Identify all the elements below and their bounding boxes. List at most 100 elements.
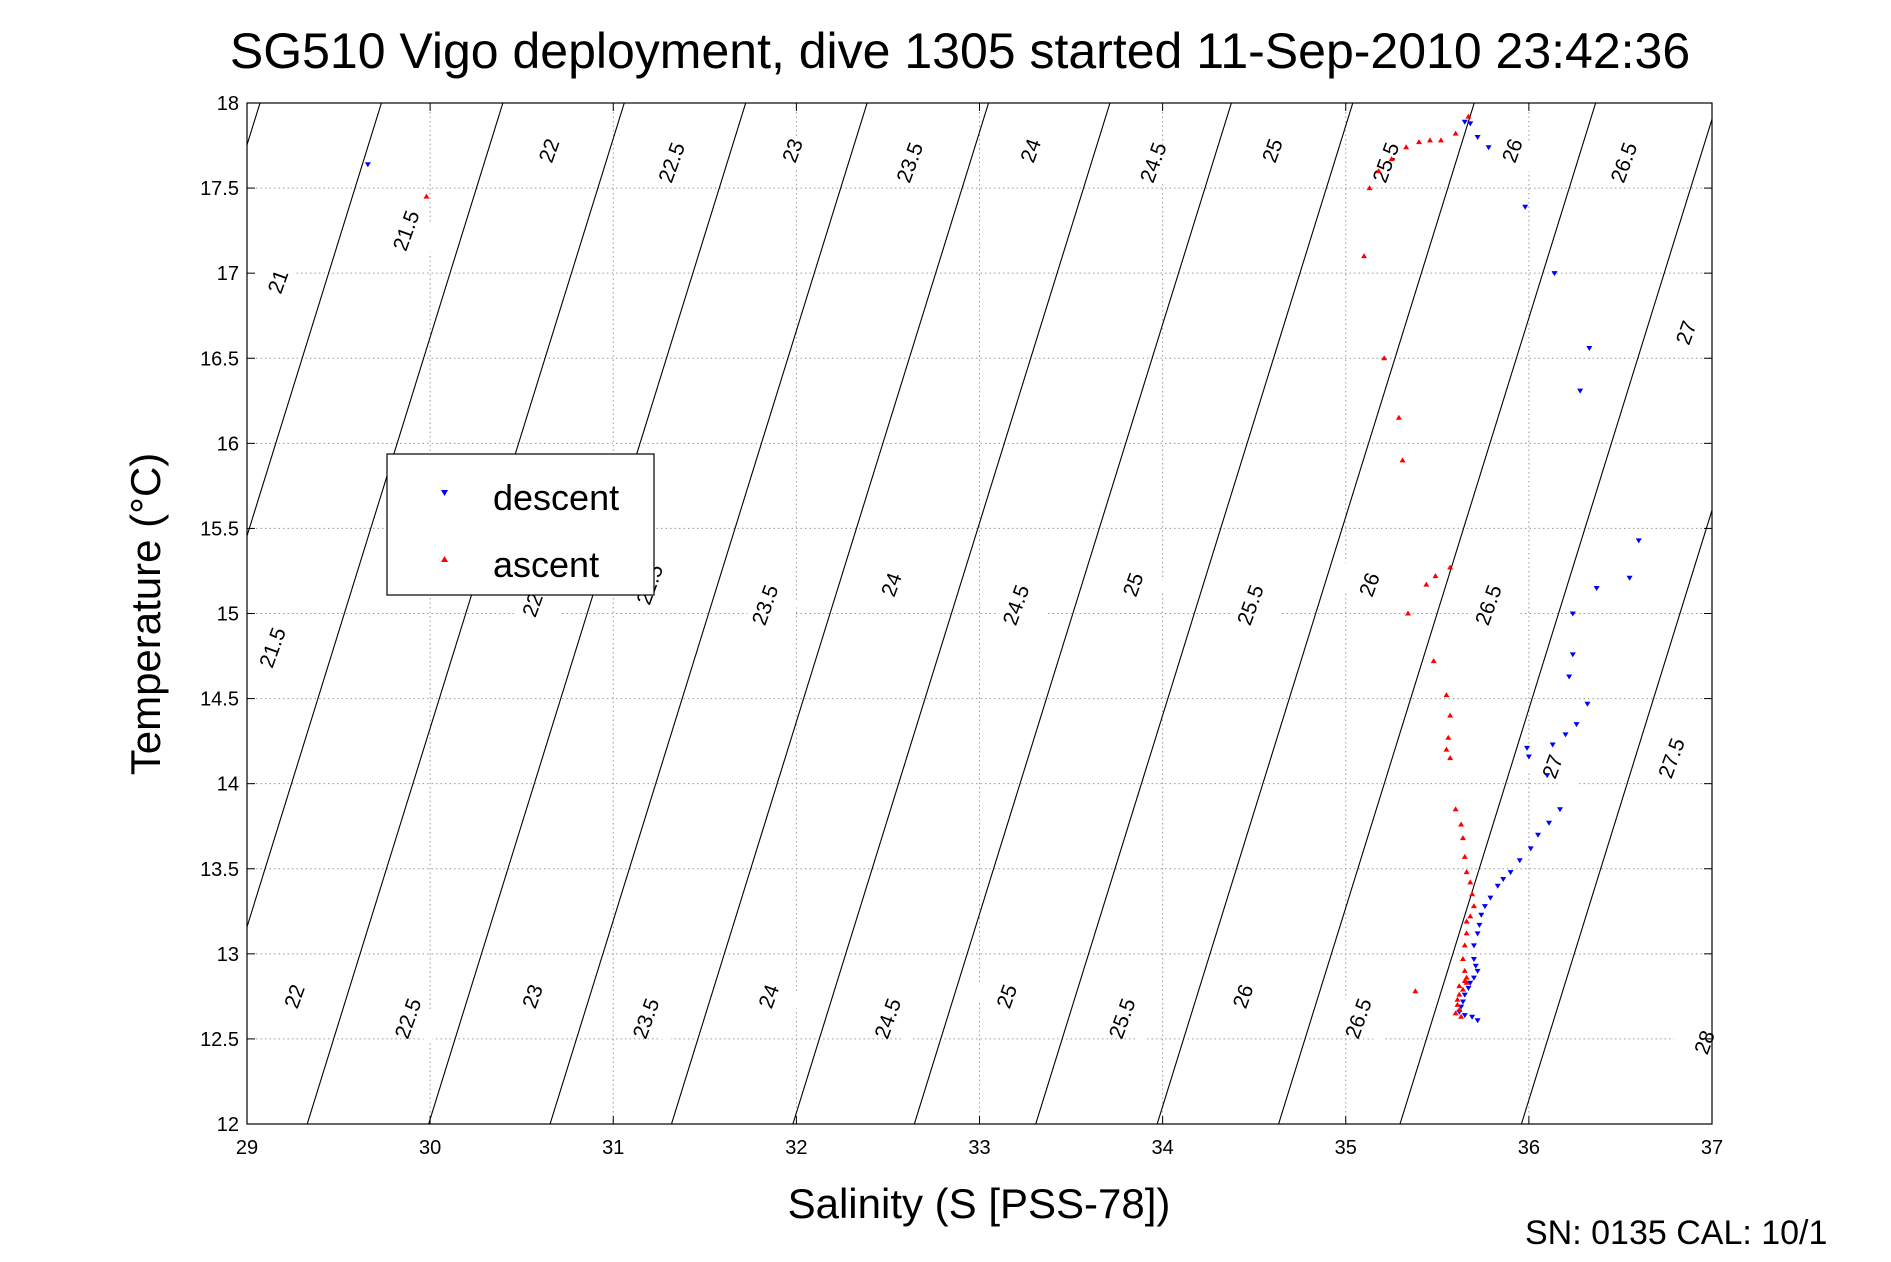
y-tick-label-1: 12.5 — [200, 1029, 239, 1051]
x-axis-title: Salinity (S [PSS-78]) — [788, 1180, 1171, 1227]
contour-label-bg — [1210, 972, 1277, 1020]
descent-point-34 — [1474, 931, 1481, 937]
isopycnal-line-24.5 — [549, 103, 868, 1124]
ascent-point-11 — [1381, 355, 1388, 361]
descent-point-32 — [1478, 912, 1485, 918]
contour-label-bg — [1591, 139, 1658, 186]
descent-point-18 — [1549, 742, 1556, 748]
ascent-point-18 — [1430, 658, 1437, 664]
contour-label-bg — [261, 972, 328, 1020]
ascent-point-27 — [1461, 853, 1468, 859]
ascent-point-14 — [1447, 564, 1454, 570]
ascent-point-37 — [1461, 967, 1468, 973]
ascent-point-42 — [1454, 996, 1461, 1002]
descent-point-11 — [1593, 585, 1600, 591]
ascent-point-46 — [1458, 1013, 1465, 1019]
descent-point-1 — [1461, 119, 1468, 125]
descent-point-16 — [1573, 722, 1580, 728]
ascent-point-23 — [1447, 755, 1454, 761]
ascent-point-30 — [1469, 891, 1476, 897]
ascent-point-43 — [1454, 1001, 1461, 1007]
isopycnal-line-26.5 — [1035, 103, 1354, 1124]
ascent-point-7 — [1388, 156, 1395, 162]
ascent-point-32 — [1467, 913, 1474, 919]
ascent-point-9 — [1366, 185, 1373, 191]
contour-label-bg — [516, 127, 583, 175]
contour-label-bg — [1519, 743, 1586, 791]
ascent-point-40 — [1459, 986, 1466, 992]
ascent-point-0 — [423, 193, 430, 199]
y-tick-label-3: 13.5 — [200, 859, 239, 881]
isopycnal-line-28.5 — [1520, 508, 1712, 1124]
descent-point-8 — [1577, 388, 1584, 394]
ascent-point-47 — [1456, 983, 1463, 989]
descent-point-9 — [1635, 538, 1642, 544]
ascent-point-20 — [1447, 712, 1454, 718]
x-tick-label-1: 30 — [419, 1137, 441, 1159]
isopycnal-line-22.5 — [247, 103, 383, 538]
isopycnal-line-25.5 — [792, 103, 1111, 1124]
isopycnal-line-26 — [913, 103, 1232, 1124]
legend-marker-ascent — [441, 556, 448, 562]
descent-point-26 — [1516, 858, 1523, 864]
descent-point-5 — [1522, 204, 1529, 210]
legend: descent ascent — [386, 453, 655, 596]
contour-label-bg — [1353, 139, 1420, 186]
descent-point-40 — [1467, 980, 1474, 986]
y-tick-label-8: 16 — [217, 433, 239, 455]
legend-label-descent: descent — [493, 477, 619, 518]
contour-label-bg — [1638, 734, 1705, 782]
contour-label-bg — [613, 995, 680, 1042]
descent-point-36 — [1470, 956, 1477, 962]
ascent-point-35 — [1461, 942, 1468, 948]
contour-label-bg — [1479, 127, 1546, 175]
y-axis-title: Temperature (°C) — [122, 453, 169, 776]
descent-point-28 — [1500, 876, 1507, 882]
isopycnal-line-24 — [428, 103, 747, 1124]
isopycnal-line-28 — [1399, 117, 1712, 1124]
x-tick-label-2: 31 — [602, 1137, 624, 1159]
legend-label-ascent: ascent — [493, 544, 599, 585]
ascent-point-3 — [1437, 137, 1444, 143]
contour-label-bg — [1217, 581, 1284, 629]
axis-ticks: 29 30 31 32 33 34 35 36 37 12 12.5 13 13.5 14 14.5 15 15… — [200, 93, 1723, 1159]
descent-point-20 — [1525, 754, 1532, 760]
contour-label-bg — [1089, 995, 1156, 1042]
descent-point-10 — [1626, 575, 1633, 581]
contour-label-bg — [1325, 995, 1392, 1042]
ascent-point-28 — [1463, 869, 1470, 875]
isopycnal-line-23 — [247, 103, 504, 929]
ascent-point-19 — [1443, 692, 1450, 698]
ascent-point-45 — [1452, 1010, 1459, 1016]
ascent-point-24 — [1452, 806, 1459, 812]
contour-label-bg — [239, 624, 306, 671]
isopycnal-line-21 — [0, 0, 70, 1262]
descent-point-15 — [1584, 701, 1591, 707]
isopycnal-line-25 — [670, 103, 990, 1124]
descent-point-14 — [1566, 674, 1573, 680]
contour-label-bg — [245, 258, 312, 306]
descent-point-30 — [1487, 895, 1494, 901]
contour-label-bg — [854, 995, 921, 1042]
y-tick-label-2: 13 — [217, 944, 239, 966]
contour-label-bg — [1100, 561, 1167, 608]
descent-point-7 — [1586, 346, 1593, 352]
x-tick-label-0: 29 — [236, 1137, 258, 1159]
chart-title: SG510 Vigo deployment, dive 1305 started… — [230, 23, 1690, 79]
descent-point-47 — [1469, 1014, 1476, 1020]
contour-label-bg — [973, 972, 1040, 1020]
ascent-point-10 — [1361, 253, 1368, 259]
x-tick-label-5: 34 — [1152, 1137, 1174, 1159]
descent-point-38 — [1474, 968, 1481, 974]
ascent-point-8 — [1375, 168, 1382, 174]
y-tick-label-12: 18 — [217, 93, 239, 115]
x-tick-label-3: 32 — [785, 1137, 807, 1159]
ascent-point-2 — [1452, 130, 1459, 136]
ascent-point-29 — [1467, 879, 1474, 885]
descent-point-21 — [1544, 773, 1551, 779]
descent-point-4 — [1485, 145, 1492, 151]
legend-marker-descent — [441, 490, 448, 496]
y-tick-label-0: 12 — [217, 1114, 239, 1136]
ascent-point-4 — [1426, 137, 1433, 143]
